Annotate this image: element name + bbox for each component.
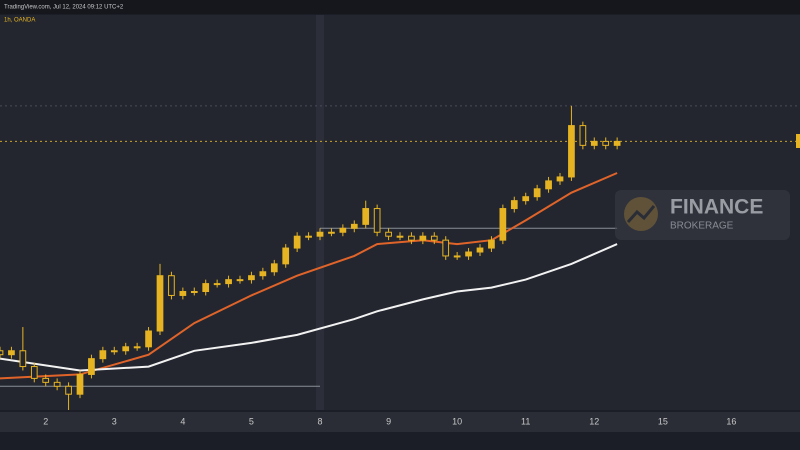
candle-body: [613, 140, 621, 146]
candle-body: [110, 350, 118, 353]
session-separator: [316, 15, 324, 410]
candle-body: [465, 251, 472, 257]
candle-body: [156, 275, 164, 332]
candle-body: [8, 350, 15, 356]
candle-body: [568, 125, 575, 178]
candle-body: [510, 200, 518, 210]
moving-average: [0, 172, 618, 380]
x-tick-label: 8: [317, 416, 322, 426]
candle-body: [145, 330, 152, 348]
candle-body: [248, 275, 255, 281]
candle-body: [316, 231, 324, 237]
watermark-title: FINANCE: [670, 196, 763, 219]
x-axis-band: [0, 412, 800, 432]
candle-body: [213, 283, 221, 286]
x-tick-label: 16: [726, 416, 736, 426]
candle-body: [522, 196, 530, 202]
candle-body: [579, 125, 587, 146]
header: TradingView.com, Jul 12, 2024 09:12 UTC+…: [4, 5, 124, 11]
candle-body: [65, 385, 72, 395]
candle-body: [179, 291, 187, 296]
moving-average: [0, 243, 618, 372]
candle-body: [225, 279, 232, 285]
candle-body: [42, 377, 50, 383]
candle-body: [53, 381, 61, 387]
candle-body: [190, 291, 198, 293]
x-tick-label: 3: [112, 416, 117, 426]
candle-body: [270, 263, 278, 273]
watermark: FINANCE BROKERAGE: [615, 190, 790, 240]
watermark-box: [615, 190, 790, 240]
candle-body: [19, 350, 27, 368]
candle-body: [476, 247, 484, 253]
x-tick-label: 15: [658, 416, 668, 426]
candle-body: [499, 208, 507, 241]
candle-body: [545, 180, 552, 190]
x-tick-label: 12: [589, 416, 599, 426]
candle-body: [293, 235, 301, 249]
price-tag: [796, 134, 800, 148]
candle-body: [350, 223, 358, 229]
candle-body: [488, 239, 495, 249]
candle-body: [339, 227, 347, 233]
candle-body: [282, 247, 290, 265]
candle-body: [0, 350, 4, 356]
watermark-logo-mark: [626, 205, 656, 224]
candle-body: [556, 176, 564, 182]
candle-body: [202, 283, 210, 293]
x-tick-label: 10: [452, 416, 462, 426]
top-bar: [0, 0, 800, 14]
plot: 2 3 4 5 8 9 10 11 12 15 16: [0, 15, 800, 426]
candle-body: [76, 373, 84, 395]
candle-body: [590, 140, 598, 146]
candle-body: [259, 271, 267, 277]
candle-body: [30, 366, 38, 379]
candle-body: [408, 235, 415, 241]
candle-body: [385, 231, 392, 237]
candle-body: [373, 208, 381, 233]
candle-body: [396, 235, 404, 238]
candle-body: [362, 208, 370, 225]
x-tick-label: 5: [249, 416, 254, 426]
candle-body: [328, 231, 335, 234]
candle-body: [419, 235, 427, 241]
x-tick-label: 11: [521, 416, 530, 426]
candle-body: [168, 275, 175, 296]
candle-body: [602, 140, 610, 146]
candle-body: [236, 279, 244, 282]
subheader: 1h, OANDA: [4, 18, 35, 24]
candle-body: [88, 358, 95, 375]
candle-body: [122, 346, 130, 352]
watermark-subtitle: BROKERAGE: [670, 221, 734, 232]
x-tick-label: 2: [43, 416, 48, 426]
x-tick-label: 9: [386, 416, 391, 426]
candle-body: [305, 235, 312, 238]
candle-body: [453, 255, 461, 258]
candle-body: [442, 239, 450, 257]
candle-body: [133, 346, 141, 349]
candle-body: [430, 235, 438, 241]
candle-body: [533, 188, 541, 198]
candle-body: [99, 350, 107, 360]
x-tick-label: 4: [180, 416, 185, 426]
